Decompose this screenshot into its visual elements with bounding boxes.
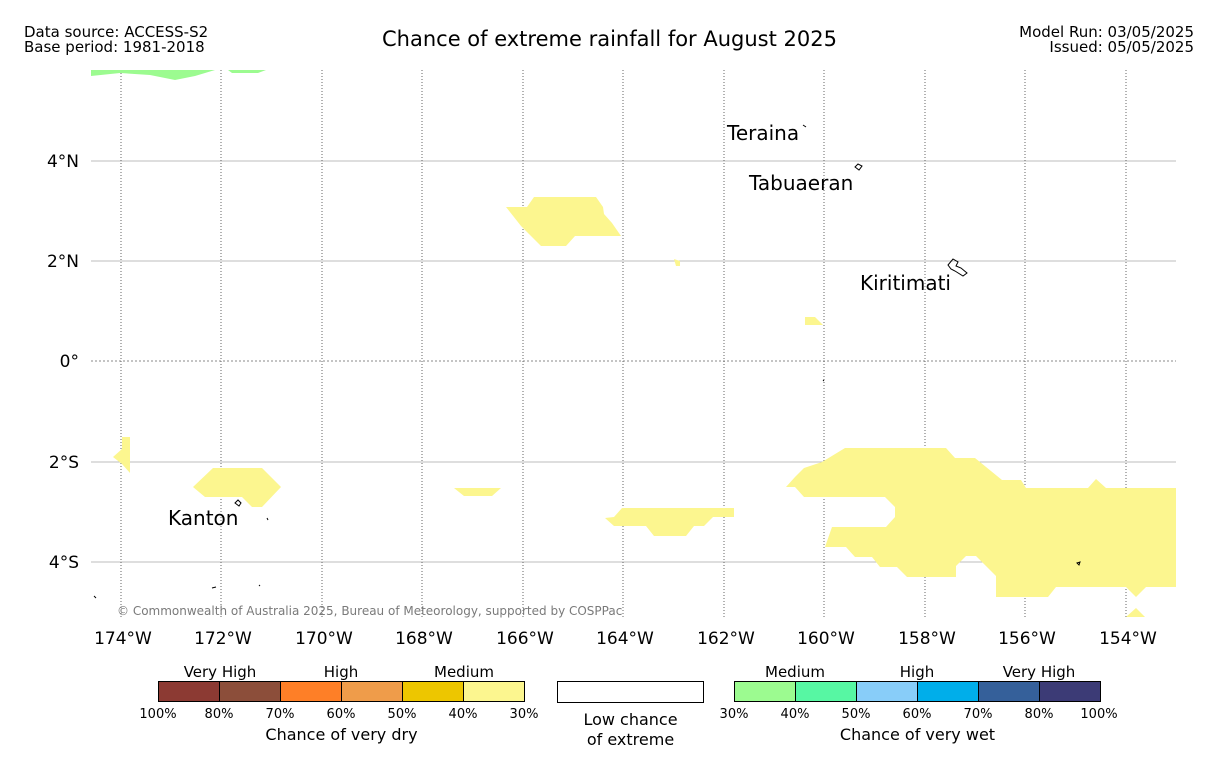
place-label-kanton: Kanton	[168, 506, 238, 530]
wet-tick: 60%	[902, 707, 932, 722]
dry-tick: 70%	[265, 707, 295, 722]
wet-category-very-high: Very High	[1002, 663, 1076, 681]
dry-swatch	[281, 682, 342, 701]
place-label-tabuaeran: Tabuaeran	[748, 171, 853, 195]
dry-category-very-high: Very High	[183, 663, 257, 681]
header-info-left: Data source: ACCESS-S2 Base period: 1981…	[24, 25, 208, 55]
small-island	[822, 379, 825, 382]
lon-label: 174°W	[94, 629, 152, 649]
dry-patch	[1126, 608, 1145, 617]
wet-tick: 30%	[719, 707, 749, 722]
wet-tick: 40%	[780, 707, 810, 722]
lon-label: 158°W	[898, 629, 956, 649]
lat-label: 2°N	[47, 252, 79, 272]
dry-patch	[454, 488, 501, 496]
wet-swatch	[857, 682, 918, 701]
lon-label: 170°W	[295, 629, 353, 649]
lon-label: 168°W	[395, 629, 453, 649]
dry-patch	[193, 468, 281, 507]
place-label-teraina: Teraina	[726, 121, 799, 145]
wet-legend-label: Chance of very wet	[839, 725, 996, 744]
small-island	[93, 595, 97, 599]
small-island	[1076, 561, 1081, 566]
small-island	[266, 517, 269, 521]
lat-labels: 4°N 2°N 0° 2°S 4°S	[47, 152, 79, 573]
small-island	[211, 586, 217, 589]
lat-label: 4°S	[49, 553, 79, 573]
lon-labels: 174°W 172°W 170°W 168°W 166°W 164°W 162°…	[94, 629, 1157, 649]
lon-label: 172°W	[194, 629, 252, 649]
low-chance-line1: Low chance	[583, 710, 678, 729]
dry-category-high: High	[323, 663, 359, 681]
wet-swatch	[796, 682, 857, 701]
dry-swatch	[159, 682, 220, 701]
small-island	[258, 584, 261, 587]
copyright-text: © Commonwealth of Australia 2025, Bureau…	[117, 604, 622, 618]
header-info-right: Model Run: 03/05/2025 Issued: 05/05/2025	[1019, 25, 1194, 55]
wet-swatch	[735, 682, 796, 701]
dry-tick: 40%	[448, 707, 478, 722]
dry-tick: 100%	[139, 707, 177, 722]
lat-label: 0°	[60, 352, 79, 372]
wet-swatch	[918, 682, 979, 701]
wet-swatch	[1040, 682, 1100, 701]
base-period-text: Base period: 1981-2018	[24, 38, 205, 56]
wet-swatch	[979, 682, 1040, 701]
dry-tick: 30%	[509, 707, 539, 722]
lat-gridlines	[91, 160, 1176, 563]
map-title: Chance of extreme rainfall for August 20…	[382, 27, 837, 51]
low-chance-line2: of extreme	[586, 730, 675, 749]
dry-patch	[786, 448, 1176, 597]
dry-areas	[113, 197, 1176, 617]
wet-tick: 100%	[1080, 707, 1118, 722]
dry-tick: 60%	[326, 707, 356, 722]
wet-areas	[91, 70, 266, 80]
lon-label: 166°W	[496, 629, 554, 649]
dry-swatch	[342, 682, 403, 701]
dry-colorbar	[158, 681, 525, 702]
island-outlines	[93, 124, 1081, 599]
dry-swatch	[403, 682, 464, 701]
wet-patch	[91, 70, 215, 80]
kiritimati-island	[947, 258, 968, 277]
dry-category-medium: Medium	[434, 663, 494, 681]
model-run-text: Model Run: 03/05/2025	[1019, 23, 1194, 41]
tabuaeran-island	[854, 163, 863, 171]
wet-category-medium: Medium	[765, 663, 825, 681]
dry-patch	[506, 197, 621, 246]
dry-patch	[605, 508, 734, 536]
wet-tick: 70%	[963, 707, 993, 722]
low-chance-swatch	[557, 681, 704, 703]
dry-tick: 80%	[204, 707, 234, 722]
wet-category-high: High	[899, 663, 935, 681]
wet-colorbar	[734, 681, 1101, 702]
kanton-island	[234, 499, 242, 507]
dry-tick: 50%	[387, 707, 417, 722]
data-source-text: Data source: ACCESS-S2	[24, 23, 209, 41]
dry-legend-label: Chance of very dry	[265, 725, 418, 744]
lat-label: 4°N	[47, 152, 79, 172]
wet-tick: 50%	[841, 707, 871, 722]
dry-patch	[113, 437, 130, 473]
dry-swatch	[464, 682, 524, 701]
lon-label: 164°W	[596, 629, 654, 649]
issued-text: Issued: 05/05/2025	[1049, 38, 1194, 56]
low-chance-label: Low chance of extreme	[557, 710, 704, 750]
dry-swatch	[220, 682, 281, 701]
lon-label: 156°W	[998, 629, 1056, 649]
rainfall-map: Teraina Tabuaeran Kiritimati Kanton © Co…	[47, 70, 1176, 649]
place-label-kiritimati: Kiritimati	[860, 271, 951, 295]
lon-label: 162°W	[697, 629, 755, 649]
lat-label: 2°S	[49, 453, 79, 473]
teraina-island	[802, 124, 807, 128]
lon-label: 160°W	[797, 629, 855, 649]
wet-patch	[228, 70, 266, 73]
dry-patch	[674, 259, 680, 266]
dry-patch	[805, 317, 823, 325]
lon-label: 154°W	[1099, 629, 1157, 649]
wet-tick: 80%	[1024, 707, 1054, 722]
